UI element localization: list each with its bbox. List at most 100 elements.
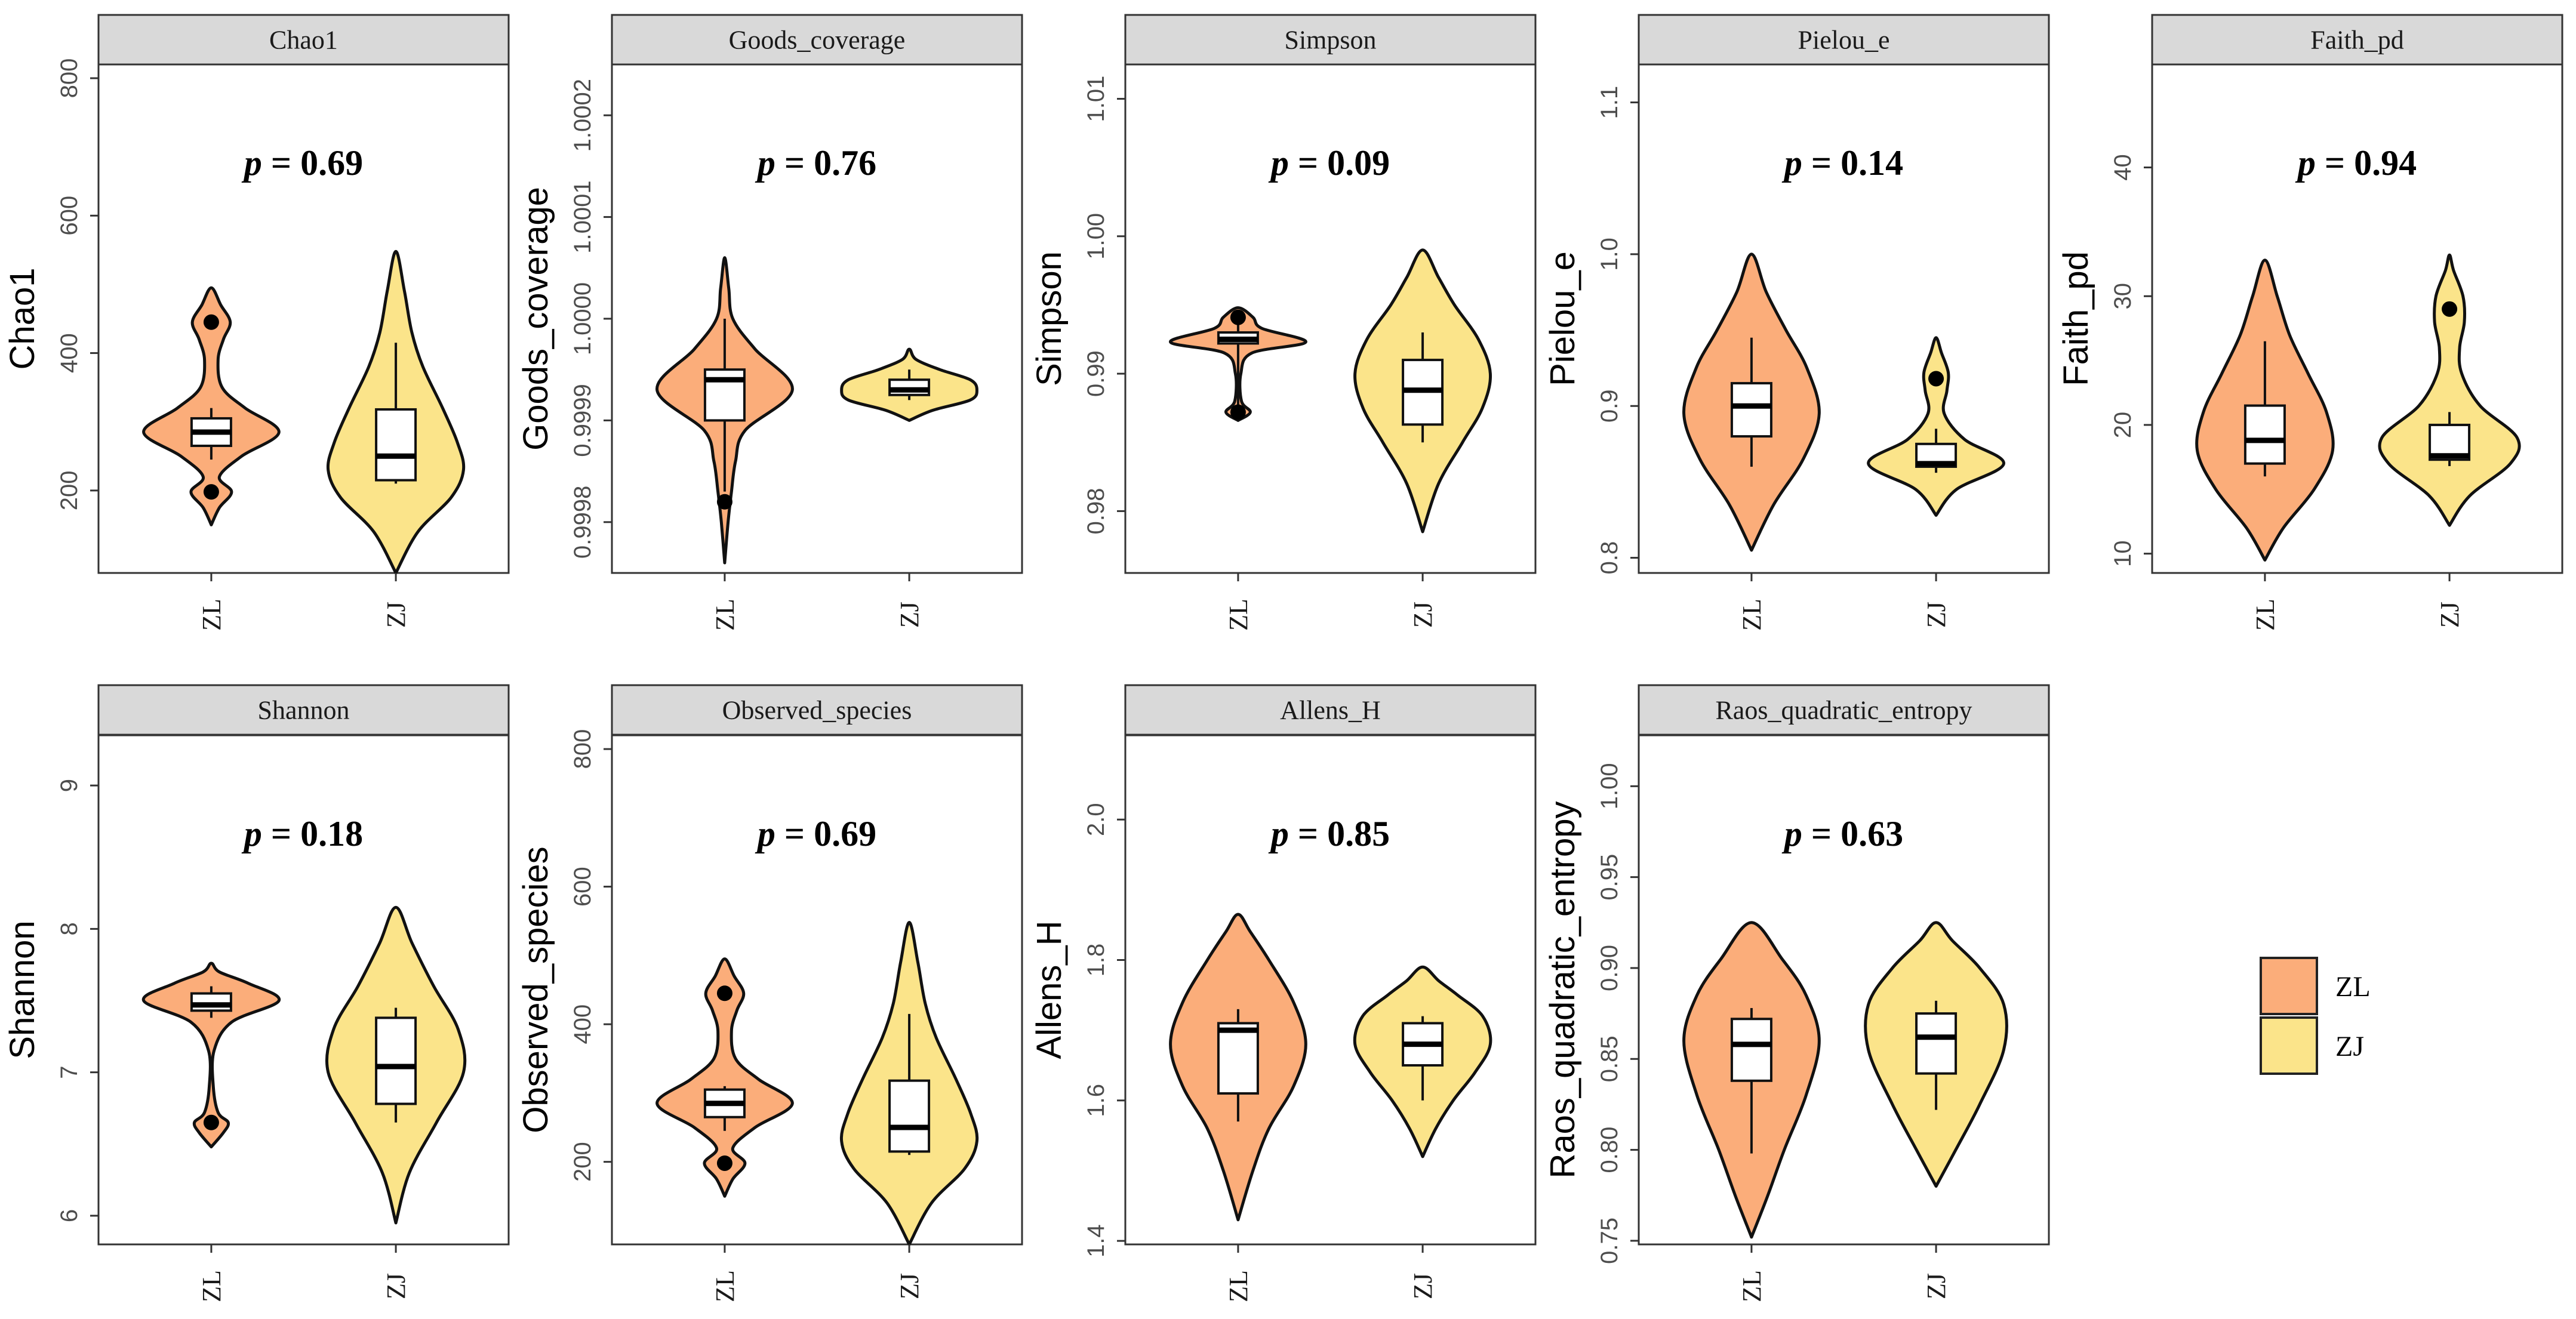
y-tick-label: 1.8 — [1083, 944, 1109, 977]
group-zl: ZL — [1169, 306, 1307, 631]
legend-swatch-zj — [2260, 1016, 2318, 1075]
p-value-label: p = 0.69 — [755, 814, 876, 853]
violin-zl — [142, 286, 281, 526]
x-tick-label: ZJ — [1922, 1273, 1951, 1299]
strip-title: Allens_H — [1280, 696, 1381, 725]
y-axis-label: Goods_coverage — [516, 187, 555, 451]
strip-goods-coverage — [611, 14, 1023, 66]
group-zl: ZL — [142, 286, 281, 631]
p-value-label: p = 0.94 — [2295, 143, 2417, 183]
outlier-point — [203, 314, 219, 330]
y-tick-label: 0.75 — [1596, 1218, 1623, 1264]
x-tick-label: ZJ — [1408, 602, 1438, 628]
p-value-text: = 0.69 — [775, 814, 876, 853]
panel-allens-h: Allens_H 1.4 1.6 1.8 2.0 Allens_H ZL ZJ p = 0.85 — [1030, 684, 1537, 1302]
y-tick-label: 30 — [2110, 283, 2136, 310]
box-zl — [190, 992, 232, 1012]
y-tick-label: 1.0002 — [570, 79, 596, 152]
y-tick-label: 0.99 — [1083, 350, 1109, 397]
strip-observed-species — [611, 684, 1023, 736]
group-zj: ZJ — [2378, 253, 2521, 628]
y-axis-label: Observed_species — [516, 846, 555, 1133]
strip-title: Faith_pd — [2310, 26, 2403, 55]
group-zj: ZJ — [326, 249, 466, 628]
violin-zl — [655, 957, 794, 1198]
group-zj: ZJ — [1353, 965, 1492, 1299]
y-tick-label: 400 — [56, 333, 82, 373]
p-value-text: = 0.76 — [775, 143, 876, 183]
strip-title: Shannon — [258, 696, 350, 725]
p-value-label: p = 0.14 — [1781, 143, 1903, 183]
x-tick-label: ZL — [710, 599, 740, 631]
group-zl: ZL — [1682, 921, 1821, 1302]
violin-zl — [142, 961, 281, 1149]
p-value-text: = 0.69 — [262, 143, 363, 183]
y-tick-label: 600 — [56, 196, 82, 236]
plot-area — [1124, 63, 1537, 574]
violin-zj — [1867, 336, 2005, 517]
y-axis-label: Chao1 — [3, 268, 42, 370]
p-symbol: p — [1268, 143, 1289, 183]
plot-area — [1638, 63, 2050, 574]
p-symbol: p — [755, 143, 775, 183]
y-tick-label: 1.0000 — [570, 282, 596, 355]
legend: ZL ZJ — [2260, 957, 2371, 1075]
y-tick-label: 20 — [2110, 412, 2136, 439]
group-zl: ZL — [1682, 252, 1821, 631]
x-tick-label: ZJ — [895, 1273, 924, 1299]
y-tick-label: 800 — [56, 58, 82, 98]
outlier-point — [716, 1155, 733, 1171]
y-axis-label: Simpson — [1030, 251, 1069, 386]
y-tick-label: 0.9999 — [570, 384, 596, 457]
y-tick-label: 0.98 — [1083, 488, 1109, 534]
outlier-point — [203, 484, 219, 500]
y-axis-label: Raos_quadratic_entropy — [1543, 802, 1582, 1179]
x-tick-label: ZJ — [381, 1273, 411, 1299]
x-tick-label: ZL — [197, 1270, 226, 1302]
violin-zj — [2378, 253, 2521, 527]
y-tick-label: 40 — [2110, 154, 2136, 181]
legend-label-zl: ZL — [2335, 971, 2371, 1003]
box-zj — [1915, 1012, 1958, 1075]
outlier-point — [1230, 309, 1246, 325]
strip-shannon — [97, 684, 510, 736]
panel-simpson: Simpson 0.98 0.99 1.00 1.01 Simpson ZL ZJ p = 0.… — [1030, 14, 1537, 631]
y-tick-label: 0.8 — [1596, 541, 1623, 575]
plot-area — [1124, 734, 1537, 1246]
outlier-point — [1928, 371, 1944, 387]
p-value-label: p = 0.69 — [241, 143, 363, 183]
p-symbol: p — [1781, 814, 1802, 853]
outlier-point — [1230, 404, 1246, 420]
group-zl: ZL — [655, 256, 794, 631]
p-symbol: p — [1781, 143, 1802, 183]
p-value-text: = 0.14 — [1802, 143, 1903, 183]
legend-swatch-zl — [2260, 957, 2318, 1015]
outlier-point — [716, 494, 733, 510]
y-tick-label: 200 — [570, 1142, 596, 1182]
p-symbol: p — [755, 814, 775, 853]
group-zj: ZJ — [839, 921, 979, 1299]
box-zj — [375, 408, 417, 482]
y-tick-label: 0.95 — [1596, 854, 1623, 901]
box-zj — [888, 1079, 931, 1153]
x-tick-label: ZJ — [1922, 602, 1951, 628]
box-zl — [1730, 382, 1772, 438]
y-tick-label: 1.1 — [1596, 86, 1623, 119]
y-tick-label: 1.00 — [1596, 763, 1623, 809]
outlier-point — [716, 985, 733, 1001]
y-tick-label: 0.9 — [1596, 389, 1623, 423]
y-tick-label: 200 — [56, 470, 82, 510]
strip-title: Goods_coverage — [729, 26, 906, 55]
y-tick-label: 0.80 — [1596, 1127, 1623, 1173]
group-zl: ZL — [655, 957, 794, 1302]
y-axis-label: Faith_pd — [2057, 251, 2095, 386]
y-tick-label: 9 — [56, 779, 82, 792]
y-tick-label: 2.0 — [1083, 803, 1109, 836]
y-tick-label: 6 — [56, 1209, 82, 1222]
p-value-text: = 0.94 — [2316, 143, 2417, 183]
y-tick-label: 800 — [570, 729, 596, 769]
p-value-label: p = 0.09 — [1268, 143, 1390, 183]
group-zl: ZL — [1169, 913, 1307, 1302]
group-zl: ZL — [2195, 258, 2335, 631]
p-value-text: = 0.09 — [1289, 143, 1390, 183]
